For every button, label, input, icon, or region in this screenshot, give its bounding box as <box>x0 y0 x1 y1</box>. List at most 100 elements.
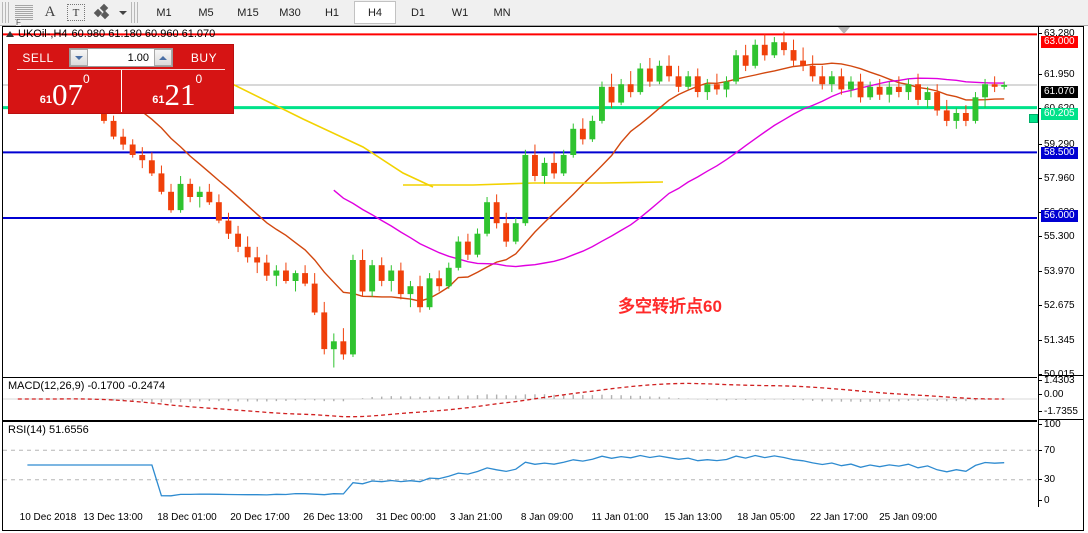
candle-body <box>819 76 826 85</box>
symbol-ohlc: 60.980 61.180 60.960 61.070 <box>71 28 216 40</box>
support-line-handle[interactable] <box>1029 114 1038 123</box>
candle-body <box>666 65 672 77</box>
macd-signal-line <box>17 382 1005 418</box>
time-tick: 10 Dec 2018 <box>19 512 77 523</box>
rsi-pane[interactable]: RSI(14) 51.6556 <box>3 421 1037 508</box>
crosshair-f-icon[interactable] <box>11 2 37 26</box>
candle-body <box>771 42 778 56</box>
candlestick-canvas <box>3 31 1037 368</box>
time-axis[interactable]: 10 Dec 2018 13 Dec 13:00 18 Dec 01:00 20 De… <box>3 508 1037 531</box>
candle-body <box>838 76 845 90</box>
candle-body <box>369 265 376 292</box>
candle-body <box>532 155 538 176</box>
timeframe-d1[interactable]: D1 <box>410 6 426 19</box>
time-tick: 18 Jan 05:00 <box>737 512 795 523</box>
candle-body <box>235 233 241 247</box>
candle-body <box>215 202 222 221</box>
buy-price-big: 21 <box>164 77 196 112</box>
candle-body <box>915 84 921 100</box>
ma-line <box>333 77 1005 268</box>
candle-body <box>675 76 682 87</box>
candle-body <box>311 283 318 313</box>
volume-decrement-button[interactable] <box>70 49 88 66</box>
macd-pane[interactable]: MACD(12,26,9) -0.1700 -0.2474 <box>3 377 1037 421</box>
candle-body <box>991 84 998 87</box>
time-tick: 3 Jan 21:00 <box>449 512 503 523</box>
toolbar-grip[interactable] <box>2 2 9 23</box>
candle-body <box>962 113 969 121</box>
text-label-a-icon[interactable]: A <box>44 4 56 20</box>
candle-body <box>455 241 462 268</box>
candle-body <box>560 155 567 174</box>
candle-body <box>1001 85 1008 87</box>
chevron-down-icon[interactable] <box>115 2 129 24</box>
candle-body <box>579 128 586 140</box>
candle-body <box>340 341 347 355</box>
price-tick: 50.015 <box>1039 369 1075 380</box>
price-pane[interactable]: 多空转折点60 <box>3 27 1037 375</box>
candle-body <box>397 270 404 295</box>
timeframe-m15[interactable]: M15 <box>237 6 259 19</box>
price-tag: 58.500 <box>1041 147 1078 159</box>
candle-body <box>599 86 605 121</box>
candle-body <box>800 60 806 66</box>
trade-panel-prices: 61 07 0 61 21 0 <box>9 70 233 112</box>
price-tick: 55.300 <box>1039 231 1075 242</box>
rsi-line <box>27 454 1005 497</box>
candle-body <box>867 86 874 98</box>
candle-body <box>982 84 988 98</box>
price-tick: 53.970 <box>1039 266 1075 277</box>
candle-body <box>589 120 596 140</box>
time-tick: 11 Jan 01:00 <box>591 512 649 523</box>
macd-canvas <box>3 382 1037 418</box>
timeframe-w1[interactable]: W1 <box>451 6 469 19</box>
candle-body <box>388 270 395 281</box>
triangle-up-icon <box>6 31 14 37</box>
candle-body <box>330 341 337 350</box>
timeframe-m5[interactable]: M5 <box>198 6 214 19</box>
candle-body <box>474 233 481 255</box>
time-tick: 13 Dec 13:00 <box>83 512 143 523</box>
candle-body <box>283 270 289 281</box>
ma-line <box>122 62 1005 302</box>
candle-body <box>828 76 835 85</box>
candle-body <box>742 55 749 66</box>
buy-price-cell[interactable]: 61 21 0 <box>120 70 234 112</box>
indicators-icon[interactable] <box>89 2 115 24</box>
volume-increment-button[interactable] <box>154 49 172 66</box>
sell-price-fraction: 0 <box>83 72 90 86</box>
buy-button[interactable]: BUY <box>17 45 233 70</box>
candle-body <box>790 50 797 61</box>
price-axis[interactable]: 63.28061.95060.62059.29057.96056.63055.3… <box>1038 27 1084 507</box>
volume-input[interactable]: 1.00 <box>69 48 173 67</box>
timeframe-h4[interactable]: H4 <box>354 1 396 24</box>
rsi-label: RSI(14) 51.6556 <box>8 424 89 436</box>
macd-tick: 0.00 <box>1039 389 1063 400</box>
timeframe-m30[interactable]: M30 <box>279 6 301 19</box>
candle-body <box>733 55 739 82</box>
sell-price-small: 61 <box>39 94 53 106</box>
buy-price-small: 61 <box>152 94 165 106</box>
rsi-tick: 100 <box>1039 419 1061 430</box>
macd-label: MACD(12,26,9) -0.1700 -0.2474 <box>8 380 166 392</box>
sell-button[interactable]: SELL <box>9 45 225 70</box>
candle-body <box>254 257 261 263</box>
candle-body <box>436 278 443 287</box>
candle-body <box>943 110 950 121</box>
toolbar-grip-2[interactable] <box>131 2 138 23</box>
price-tag: 60.205 <box>1041 108 1078 120</box>
candle-body <box>713 84 720 90</box>
chart-top-marker-icon <box>838 27 850 34</box>
candle-body <box>627 84 634 93</box>
timeframe-h1[interactable]: H1 <box>324 6 340 19</box>
text-box-t-icon[interactable]: T <box>63 2 89 24</box>
candle-body <box>637 68 644 93</box>
candle-body <box>570 128 577 155</box>
trade-panel: SELL 1.00 BUY 61 07 0 <box>8 44 234 114</box>
candle-body <box>407 286 414 295</box>
candle-body <box>177 183 184 211</box>
timeframe-m1[interactable]: M1 <box>156 6 172 19</box>
sell-price-cell[interactable]: 61 07 0 <box>9 70 121 112</box>
macd-tick: 1.4303 <box>1039 375 1075 386</box>
timeframe-mn[interactable]: MN <box>493 6 511 19</box>
